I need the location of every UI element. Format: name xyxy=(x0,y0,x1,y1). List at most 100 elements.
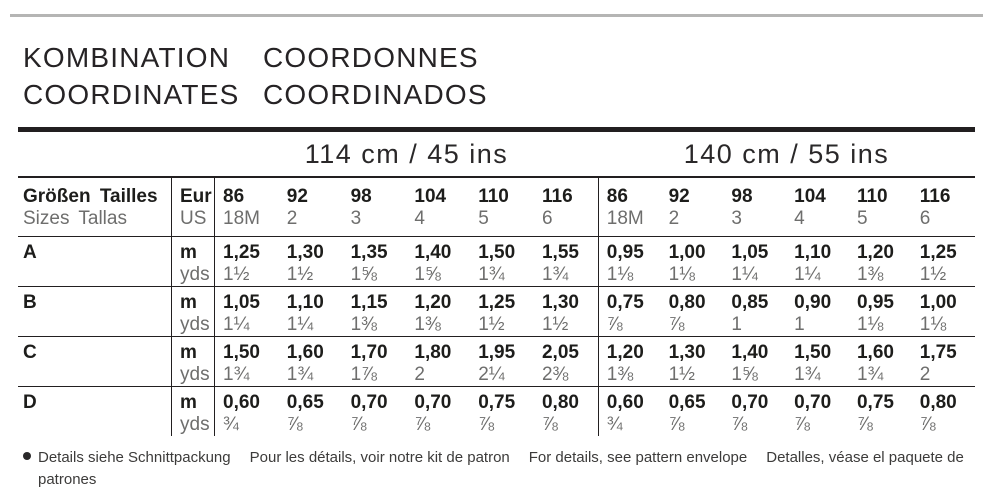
size-eur: 116 xyxy=(919,186,951,207)
fabric-width-header-114: 114 cm / 45 ins xyxy=(304,139,509,169)
m-value: 0,85 xyxy=(731,292,769,313)
yds-value: ⅞ xyxy=(919,414,936,435)
size-eur: 92 xyxy=(286,186,308,207)
size-us: 2 xyxy=(668,208,680,229)
m-value: 1,50 xyxy=(223,342,260,363)
yds-value: 1¾ xyxy=(541,264,569,285)
yds-value: 1¾ xyxy=(856,364,884,385)
yds-value: 1⅛ xyxy=(668,264,695,285)
m-value: 2,05 xyxy=(541,342,579,363)
size-cell: 116 6 xyxy=(912,178,975,236)
yds-value: 1¾ xyxy=(794,364,821,385)
yardage-cell: 0,80 ⅞ xyxy=(534,387,598,436)
view-label-cell: B xyxy=(18,287,171,336)
size-cell: 92 2 xyxy=(661,178,724,236)
size-cell: 86 18M xyxy=(215,178,279,236)
size-us: 3 xyxy=(350,208,362,229)
m-value: 0,80 xyxy=(919,392,957,413)
unit-m: m xyxy=(180,342,197,363)
size-cell: 92 2 xyxy=(279,178,343,236)
yds-value: 1⅜ xyxy=(856,264,884,285)
yds-value: ⅞ xyxy=(286,414,303,435)
size-eur: 110 xyxy=(856,186,888,207)
m-value: 1,95 xyxy=(478,342,516,363)
size-system-eur: Eur xyxy=(180,186,212,207)
size-cell: 116 6 xyxy=(534,178,598,236)
yardage-cell: 1,60 1¾ xyxy=(849,337,912,386)
yardage-cell: 1,25 1½ xyxy=(912,237,975,286)
size-label-en-es: Sizes Tallas xyxy=(23,208,127,229)
m-value: 1,25 xyxy=(478,292,516,313)
yds-value: ⅞ xyxy=(731,414,748,435)
m-value: 0,60 xyxy=(606,392,644,413)
unit-yds: yds xyxy=(180,414,210,435)
yardage-cell: 1,30 1½ xyxy=(279,237,343,286)
size-us: 6 xyxy=(919,208,931,229)
yds-value: 2 xyxy=(414,364,425,385)
m-value: 1,10 xyxy=(794,242,832,263)
size-us: 3 xyxy=(731,208,742,229)
yardage-cell: 1,20 1⅜ xyxy=(406,287,470,336)
m-value: 1,60 xyxy=(286,342,324,363)
yds-value: 1⅛ xyxy=(919,314,947,335)
yds-value: 1¾ xyxy=(286,364,314,385)
yardage-cell: 0,80 ⅞ xyxy=(912,387,975,436)
yardage-cell: 1,80 2 xyxy=(406,337,470,386)
m-value: 1,50 xyxy=(794,342,832,363)
page-title: KOMBINATION COORDONNES COORDINATES COORD… xyxy=(23,42,488,116)
yds-value: 1⅛ xyxy=(606,264,634,285)
m-value: 1,75 xyxy=(919,342,957,363)
m-value: 1,05 xyxy=(223,292,260,313)
yds-value: ¾ xyxy=(606,414,623,435)
m-value: 0,75 xyxy=(478,392,516,413)
yardage-cell: 0,70 ⅞ xyxy=(343,387,407,436)
size-us: 18M xyxy=(606,208,644,229)
yds-value: ⅞ xyxy=(606,314,623,335)
yardage-cell: 1,10 1¼ xyxy=(279,287,343,336)
unit-cell: m yds xyxy=(171,237,215,286)
yardage-row-b: B m yds 1,05 1¼ 1,10 1¼ 1,15 1⅜ 1,20 1⅜ 1,25… xyxy=(18,286,975,336)
view-label: C xyxy=(23,342,37,363)
yardage-cell: 0,65 ⅞ xyxy=(661,387,724,436)
size-cell: 110 5 xyxy=(470,178,534,236)
yds-value: 1⅞ xyxy=(350,364,378,385)
yardage-cell: 0,85 1 xyxy=(723,287,786,336)
yardage-cell: 0,75 ⅞ xyxy=(849,387,912,436)
size-cell: 98 3 xyxy=(343,178,407,236)
size-eur: 104 xyxy=(794,186,826,207)
unit-cell: m yds xyxy=(171,387,215,436)
yardage-cell: 1,10 1¼ xyxy=(786,237,849,286)
m-value: 1,20 xyxy=(606,342,644,363)
yardage-cell: 1,75 2 xyxy=(912,337,975,386)
size-cell: 104 4 xyxy=(406,178,470,236)
unit-m: m xyxy=(180,242,197,263)
m-value: 0,70 xyxy=(414,392,452,413)
yardage-cell: 1,20 1⅜ xyxy=(849,237,912,286)
m-value: 1,80 xyxy=(414,342,452,363)
yds-value: 1¼ xyxy=(286,314,314,335)
yardage-cell: 0,80 ⅞ xyxy=(661,287,724,336)
m-value: 0,70 xyxy=(350,392,388,413)
footer-note-es-continuation: patrones xyxy=(38,471,97,488)
unit-yds: yds xyxy=(180,314,210,335)
yds-value: ⅞ xyxy=(541,414,558,435)
yds-value: ¾ xyxy=(223,414,239,435)
yardage-cell: 0,90 1 xyxy=(786,287,849,336)
yardage-cell: 1,25 1½ xyxy=(470,287,534,336)
view-label: A xyxy=(23,242,37,263)
size-system-cell: Eur US xyxy=(171,178,215,236)
m-value: 1,30 xyxy=(668,342,706,363)
yardage-cell: 0,70 ⅞ xyxy=(406,387,470,436)
yardage-row-a: A m yds 1,25 1½ 1,30 1½ 1,35 1⅝ 1,40 1⅝ 1,50… xyxy=(18,236,975,286)
yds-value: 1½ xyxy=(541,314,569,335)
yardage-cell: 1,40 1⅝ xyxy=(723,337,786,386)
yds-value: 1⅝ xyxy=(414,264,441,285)
yds-value: 1½ xyxy=(668,364,695,385)
yardage-cell: 1,35 1⅝ xyxy=(343,237,407,286)
size-us: 2 xyxy=(286,208,298,229)
yardage-cell: 1,40 1⅝ xyxy=(406,237,470,286)
header-divider-rule xyxy=(18,176,975,178)
yardage-cell: 1,20 1⅜ xyxy=(597,337,661,386)
bullet-icon xyxy=(23,452,31,460)
top-gray-rule xyxy=(10,14,983,17)
